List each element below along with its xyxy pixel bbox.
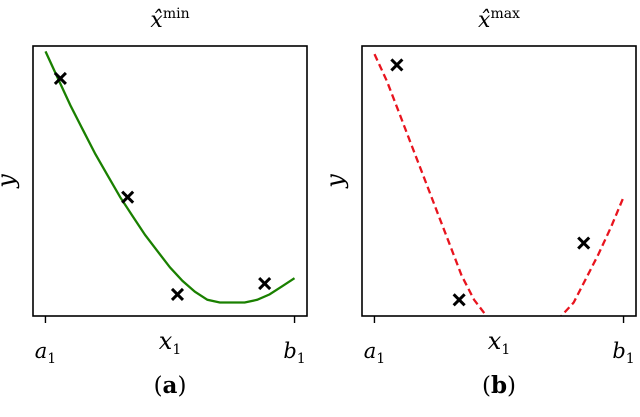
data-point-4 (258, 277, 272, 291)
panel-caption: (b) (482, 372, 516, 399)
x-axis-label: x1 (159, 327, 181, 358)
panel-b: a1 b1 x1 y x̂max (b) (321, 6, 637, 399)
data-point-2 (121, 190, 135, 204)
fitted-curve (373, 53, 625, 316)
x-axis-label: x1 (488, 327, 510, 358)
panel-title: x̂max (478, 6, 520, 33)
x-tick-label: b1 (283, 339, 305, 367)
panel-title: x̂min (150, 6, 189, 33)
x-tick-label: a1 (364, 339, 385, 367)
data-point-3 (170, 287, 185, 301)
panel-a: a1 b1 x1 y x̂min (a) (0, 6, 308, 399)
x-tick-label: b1 (612, 339, 634, 367)
data-point-3 (577, 236, 591, 250)
x-tick-label: a1 (35, 339, 56, 367)
fitted-curve (44, 50, 296, 304)
y-axis-label: y (0, 174, 20, 189)
data-point-1 (53, 71, 67, 85)
plot-frame (361, 45, 637, 317)
data-point-2 (452, 293, 466, 307)
y-axis-label: y (321, 174, 349, 189)
plot-frame (32, 45, 308, 317)
panel-caption: (a) (154, 372, 187, 399)
data-point-1 (390, 58, 404, 72)
